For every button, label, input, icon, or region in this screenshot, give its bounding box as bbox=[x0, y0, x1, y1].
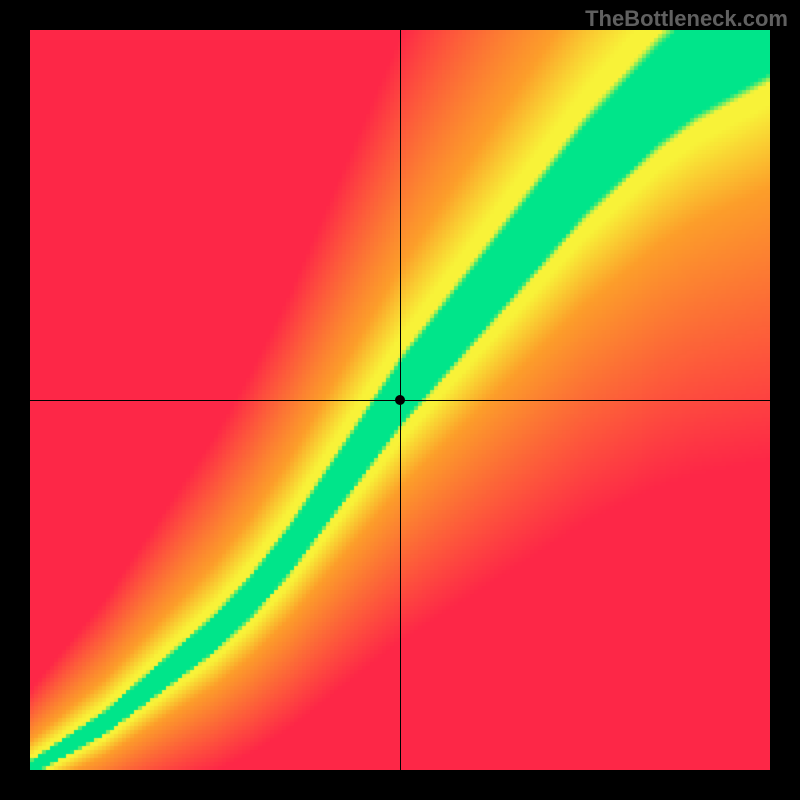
heatmap-plot bbox=[30, 30, 770, 770]
watermark-text: TheBottleneck.com bbox=[585, 6, 788, 32]
crosshair-marker[interactable] bbox=[395, 395, 405, 405]
